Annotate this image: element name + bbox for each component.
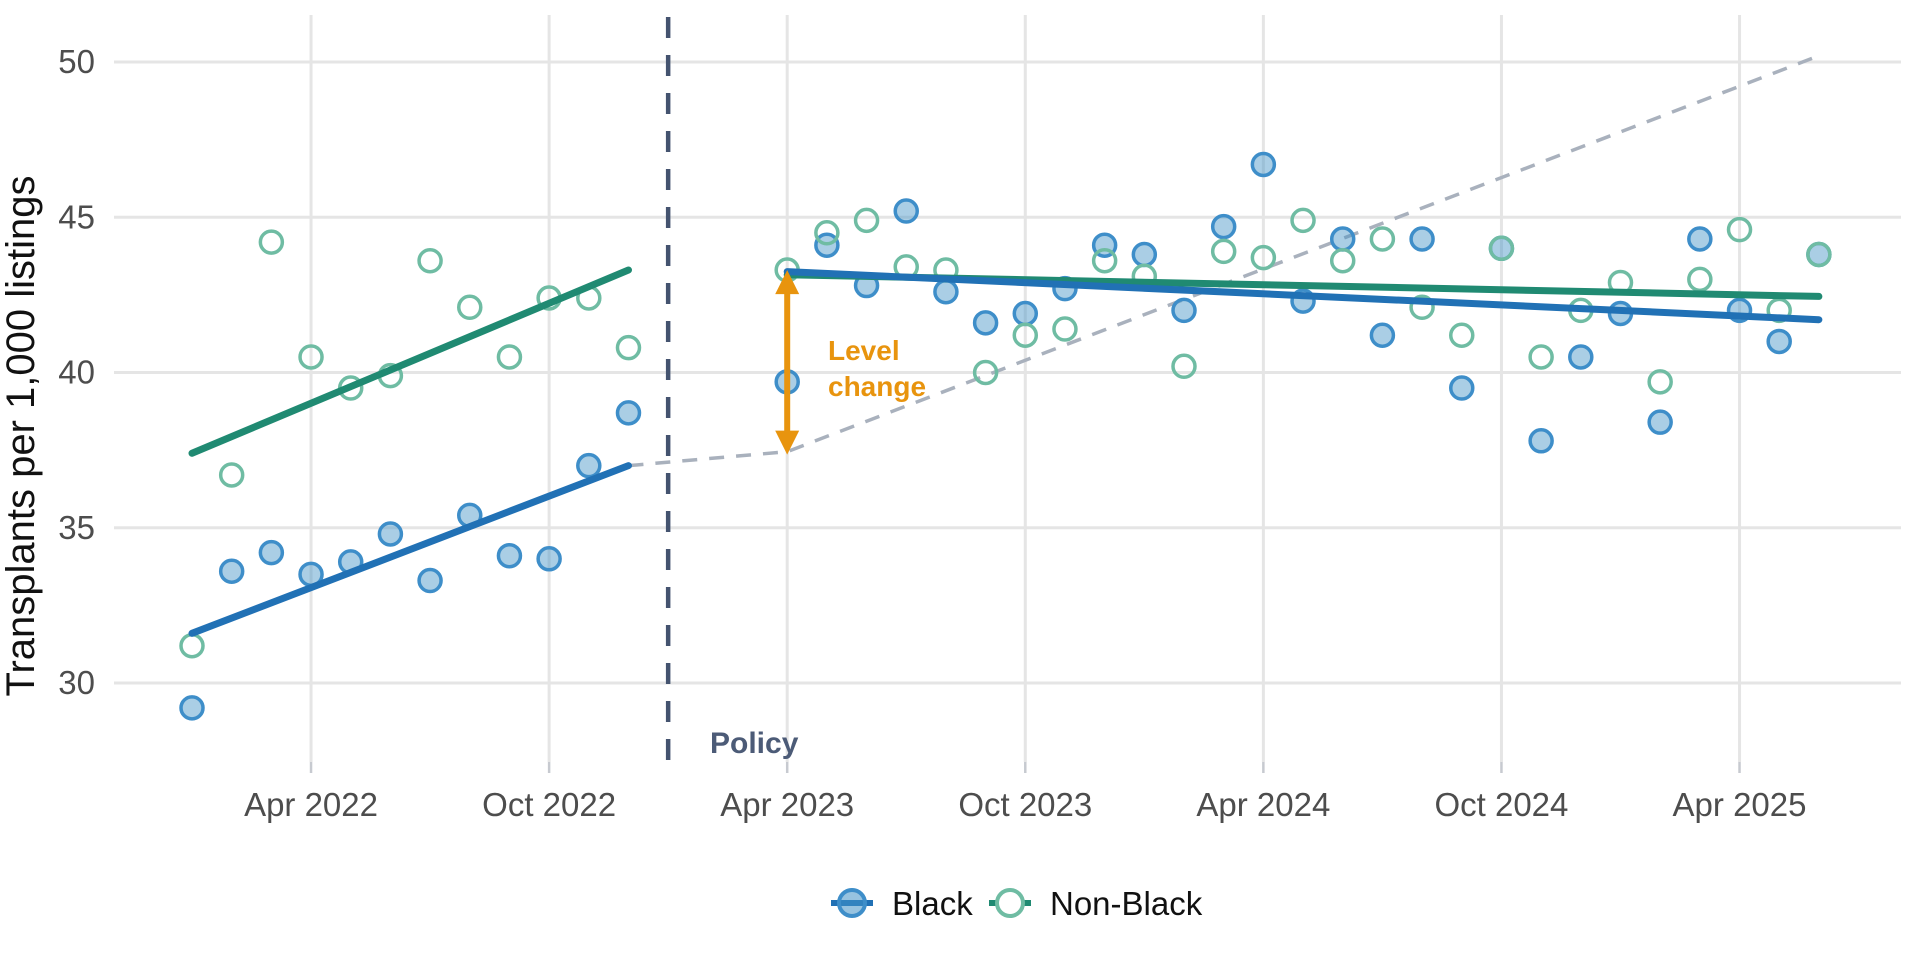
point-non-black-2024-09 xyxy=(1449,322,1475,348)
point-non-black-2023-05 xyxy=(814,220,840,246)
level-change-annotation xyxy=(775,270,800,455)
point-black-2022-02 xyxy=(218,558,245,584)
x-tick-label: Oct 2023 xyxy=(958,786,1092,823)
point-non-black-2022-08 xyxy=(457,294,483,321)
legend-item-nonblack: Non-Black xyxy=(989,885,1203,922)
point-non-black-2024-03 xyxy=(1210,238,1237,265)
y-axis-title: Transplants per 1,000 listings xyxy=(0,175,43,696)
point-black-2022-11 xyxy=(576,452,602,479)
point-black-2022-01 xyxy=(179,695,205,721)
y-tick-label-45: 45 xyxy=(58,198,95,235)
x-tick-label: Apr 2024 xyxy=(1196,786,1330,823)
point-black-2022-07 xyxy=(417,567,443,594)
x-tick-label: Apr 2025 xyxy=(1673,786,1807,823)
point-non-black-2023-11 xyxy=(1052,316,1078,342)
trend-non-black-pre xyxy=(188,266,632,457)
point-black-2023-09 xyxy=(972,310,999,336)
point-non-black-2024-05 xyxy=(1290,207,1316,234)
point-non-black-2024-08 xyxy=(1409,294,1435,321)
point-black-2024-03 xyxy=(1210,213,1237,240)
point-black-2024-07 xyxy=(1369,322,1396,348)
point-non-black-2022-12 xyxy=(615,334,642,361)
counterfactual-dashed-line xyxy=(628,54,1820,468)
point-non-black-2024-06 xyxy=(1329,247,1356,274)
point-non-black-2024-02 xyxy=(1171,353,1197,380)
level-change-label-line2: change xyxy=(828,371,926,402)
counterfactual-projection-line xyxy=(628,54,1820,468)
black-legend-point-icon xyxy=(837,888,867,918)
point-non-black-2023-12 xyxy=(1091,247,1118,274)
gridlines xyxy=(114,15,1901,762)
point-black-2024-01 xyxy=(1131,241,1158,268)
policy-label: Policy xyxy=(710,727,799,760)
point-black-2024-09 xyxy=(1449,375,1475,401)
point-non-black-2022-02 xyxy=(218,462,245,488)
x-tick-label: Oct 2022 xyxy=(482,786,616,823)
point-non-black-2025-06 xyxy=(1806,241,1832,268)
y-tick-label-35: 35 xyxy=(58,509,95,546)
point-black-2023-10 xyxy=(1012,300,1039,327)
point-black-2022-06 xyxy=(377,521,404,547)
point-black-2024-02 xyxy=(1171,297,1197,324)
point-non-black-2024-04 xyxy=(1250,244,1277,271)
point-non-black-2025-03 xyxy=(1687,266,1713,293)
legend-item-black: Black xyxy=(831,885,973,922)
point-non-black-2024-11 xyxy=(1528,344,1554,370)
y-tick-label-30: 30 xyxy=(58,664,95,701)
trend-black-pre xyxy=(188,462,632,637)
point-black-2024-06 xyxy=(1329,226,1356,252)
point-black-2022-12 xyxy=(615,400,642,426)
y-tick-label-40: 40 xyxy=(58,354,95,391)
point-black-2023-08 xyxy=(933,279,959,305)
point-non-black-2023-09 xyxy=(972,359,999,386)
trend-black-post xyxy=(783,268,1823,324)
point-black-2023-07 xyxy=(893,198,919,224)
data-points xyxy=(179,151,1832,721)
point-black-2022-09 xyxy=(496,542,523,569)
point-non-black-2025-05 xyxy=(1766,297,1792,324)
point-black-2024-08 xyxy=(1409,226,1435,252)
point-black-2024-11 xyxy=(1528,428,1554,454)
point-non-black-2022-07 xyxy=(417,247,443,274)
point-black-2024-04 xyxy=(1250,151,1277,178)
point-non-black-2024-07 xyxy=(1369,226,1396,252)
point-non-black-2025-04 xyxy=(1726,216,1753,243)
legend: Black Non-Black xyxy=(831,885,1203,922)
x-tick-label: Apr 2022 xyxy=(244,786,378,823)
point-black-2024-12 xyxy=(1568,344,1594,370)
arrow-head-down-icon xyxy=(775,430,800,455)
y-tick-label-50: 50 xyxy=(58,43,95,80)
level-change-label: Level change xyxy=(828,335,926,402)
trend-lines xyxy=(188,266,1823,637)
point-non-black-2022-04 xyxy=(298,344,324,370)
point-non-black-2022-09 xyxy=(496,344,523,370)
point-non-black-2022-01 xyxy=(179,632,205,659)
point-black-2022-10 xyxy=(536,546,562,572)
legend-label-nonblack: Non-Black xyxy=(1050,885,1203,922)
x-tick-label: Oct 2024 xyxy=(1434,786,1568,823)
point-black-2025-02 xyxy=(1647,409,1673,435)
point-non-black-2022-03 xyxy=(258,229,285,255)
point-non-black-2025-02 xyxy=(1647,369,1673,395)
axis-labels: 30 35 40 45 50 Apr 2022 Oct 2022 Apr 2023 Oct 20… xyxy=(58,43,1806,823)
point-non-black-2023-06 xyxy=(853,207,880,234)
point-black-2025-03 xyxy=(1687,226,1713,252)
point-non-black-2023-10 xyxy=(1012,322,1039,348)
point-non-black-2024-10 xyxy=(1488,235,1515,262)
point-black-2022-03 xyxy=(258,539,285,566)
nonblack-legend-point-icon xyxy=(995,888,1025,918)
legend-label-black: Black xyxy=(892,885,973,922)
arrow-head-up-icon xyxy=(775,270,800,295)
level-change-label-line1: Level xyxy=(828,335,900,366)
point-black-2025-05 xyxy=(1766,328,1792,355)
x-tick-label: Apr 2023 xyxy=(720,786,854,823)
